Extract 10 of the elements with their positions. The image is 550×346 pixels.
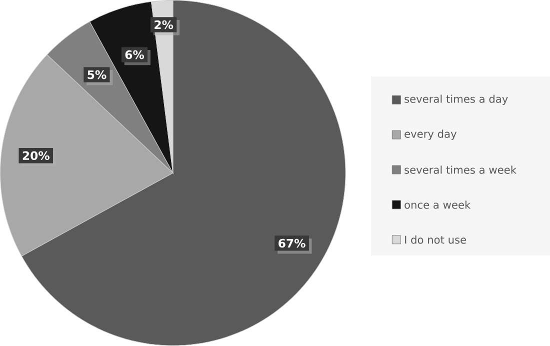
legend-label: I do not use xyxy=(405,236,466,244)
legend-label: several times a day xyxy=(404,94,508,106)
data-label: 6% xyxy=(125,50,144,60)
data-label: 2% xyxy=(154,20,174,30)
legend-label: every day xyxy=(404,130,457,140)
data-label: 5% xyxy=(88,70,106,80)
legend-label: several times a week xyxy=(404,166,516,174)
legend-label: once a week xyxy=(404,200,471,209)
data-label: 67% xyxy=(278,238,306,248)
data-label: 20% xyxy=(22,151,50,160)
